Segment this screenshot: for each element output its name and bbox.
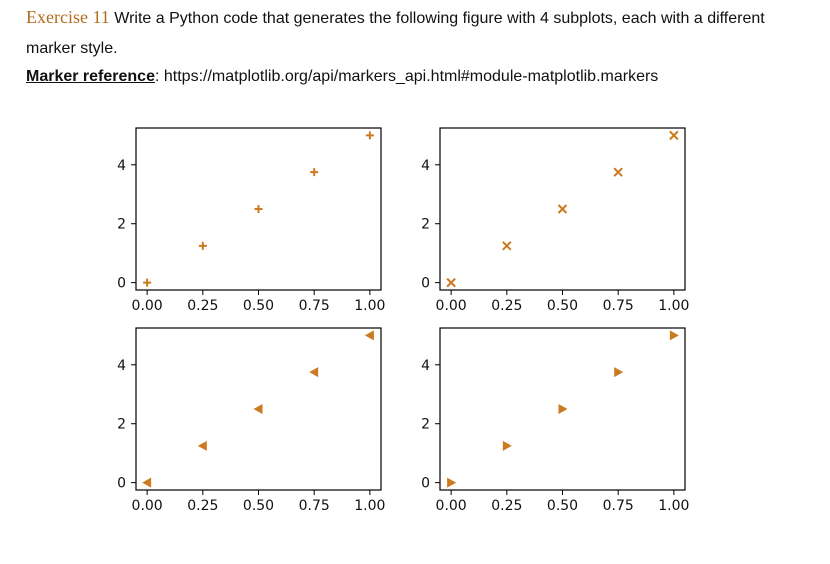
x-tick-label: 0.25 xyxy=(491,498,522,514)
x-tick-label: 1.00 xyxy=(354,298,385,314)
triangle-left-marker xyxy=(253,404,263,414)
y-tick-label: 4 xyxy=(117,358,126,374)
x-marker xyxy=(557,204,568,214)
y-tick-label: 0 xyxy=(421,476,430,492)
x-tick-label: 0.25 xyxy=(491,298,522,314)
x-tick-label: 1.00 xyxy=(354,498,385,514)
triangle-right-marker xyxy=(669,330,679,341)
y-tick-label: 2 xyxy=(421,217,430,233)
x-tick-label: 0.50 xyxy=(243,498,274,514)
plus-marker xyxy=(254,205,263,213)
y-tick-label: 2 xyxy=(117,417,126,433)
triangle-left-marker xyxy=(142,477,152,488)
x-tick-label: 0.50 xyxy=(547,498,578,514)
y-tick-label: 0 xyxy=(421,276,430,292)
y-tick-label: 4 xyxy=(421,158,430,174)
x-tick-label: 0.00 xyxy=(132,498,163,514)
y-tick-label: 2 xyxy=(421,417,430,433)
y-tick-label: 0 xyxy=(117,276,126,292)
x-marker xyxy=(669,130,679,141)
x-tick-label: 0.00 xyxy=(436,298,467,314)
triangle-right-marker xyxy=(614,367,624,378)
plus-marker xyxy=(365,131,374,140)
exercise-label: Exercise 11 xyxy=(26,7,110,27)
x-tick-label: 0.75 xyxy=(603,298,634,314)
x-tick-label: 0.25 xyxy=(187,298,218,314)
y-tick-label: 2 xyxy=(117,217,126,233)
x-tick-label: 1.00 xyxy=(658,498,689,514)
y-tick-label: 0 xyxy=(117,476,126,492)
y-tick-label: 4 xyxy=(421,358,430,374)
triangle-left-marker xyxy=(309,367,319,378)
x-tick-label: 0.25 xyxy=(187,498,218,514)
exercise-header: Exercise 11 Write a Python code that gen… xyxy=(26,2,816,64)
x-tick-label: 0.00 xyxy=(132,298,163,314)
x-marker xyxy=(613,167,623,177)
triangle-right-marker xyxy=(558,404,568,414)
x-marker xyxy=(446,277,456,288)
triangle-left-marker xyxy=(364,330,374,341)
x-tick-label: 0.75 xyxy=(603,498,634,514)
triangle-right-marker xyxy=(447,477,457,488)
plus-marker xyxy=(310,168,319,177)
reference-separator: : xyxy=(154,68,160,85)
triangle-right-marker xyxy=(502,440,512,451)
marker-reference-line: Marker reference: https://matplotlib.org… xyxy=(26,68,658,86)
triangle-left-marker xyxy=(197,440,207,451)
x-tick-label: 0.50 xyxy=(547,298,578,314)
x-tick-label: 0.00 xyxy=(436,498,467,514)
plus-marker xyxy=(198,241,207,250)
x-tick-label: 1.00 xyxy=(658,298,689,314)
marker-reference-label: Marker reference xyxy=(26,68,155,85)
subplot-3: 0.00 0.25 0.50 0.75 1.00 0 2 4 xyxy=(117,327,385,514)
plus-marker xyxy=(143,278,152,287)
marker-reference-url: https://matplotlib.org/api/markers_api.h… xyxy=(163,68,659,85)
subplot-2: 0.00 0.25 0.50 0.75 1.00 0 2 4 xyxy=(421,127,689,314)
y-tick-label: 4 xyxy=(117,158,126,174)
exercise-instruction: Write a Python code that generates the f… xyxy=(26,10,765,57)
subplot-1: 0.00 0.25 0.50 0.75 1.00 0 2 4 xyxy=(117,127,385,314)
x-tick-label: 0.50 xyxy=(243,298,274,314)
subplot-4: 0.00 0.25 0.50 0.75 1.00 0 2 4 xyxy=(421,327,689,514)
x-tick-label: 0.75 xyxy=(299,298,330,314)
x-tick-label: 0.75 xyxy=(299,498,330,514)
x-marker xyxy=(502,241,512,251)
